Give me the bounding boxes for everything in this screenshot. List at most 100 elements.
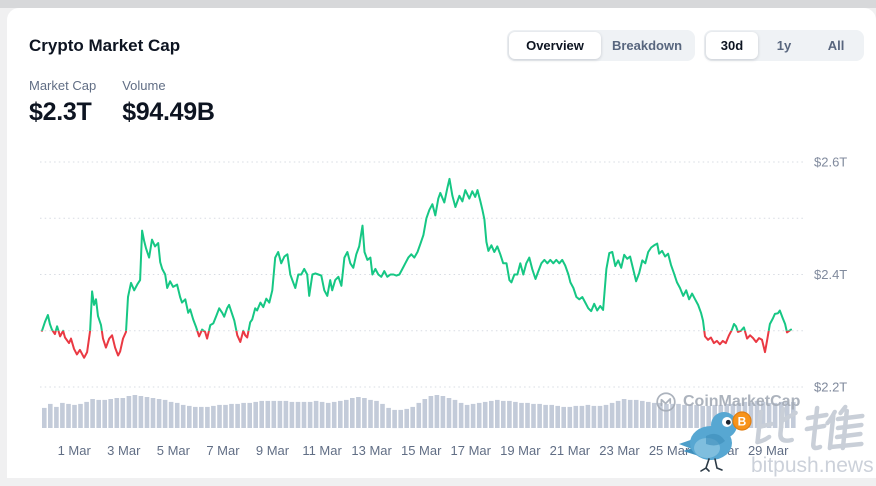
volume-bar xyxy=(603,404,609,428)
bitpush-bird-icon: B xyxy=(679,411,752,472)
volume-bar xyxy=(507,400,512,428)
volume-bar xyxy=(760,401,766,428)
x-axis-tick-label: 5 Mar xyxy=(157,443,191,458)
volume-bar xyxy=(96,399,101,428)
market-cap-value: $2.3T xyxy=(29,98,92,126)
volume-bar xyxy=(452,399,458,428)
volume-bar xyxy=(229,403,234,428)
volume-bar xyxy=(271,400,277,428)
volume-bar xyxy=(90,399,95,428)
range-1y-button[interactable]: 1y xyxy=(758,32,810,59)
x-axis-tick-label: 17 Mar xyxy=(451,443,492,458)
volume-bar xyxy=(386,407,391,428)
volume-bar xyxy=(470,403,476,428)
volume-bar xyxy=(609,402,615,428)
volume-bar xyxy=(772,402,778,428)
coinmarketcap-watermark: CoinMarketCap xyxy=(655,391,800,413)
volume-bar xyxy=(573,405,579,428)
market-cap-card: $2.6T $2.4T $2.2T 1 Mar 3 Mar 5 Mar 7 Mar 9 Mar… xyxy=(7,8,876,478)
volume-bar xyxy=(54,406,59,428)
volume-bar xyxy=(482,401,488,428)
bitpush-chinese-watermark xyxy=(755,404,865,451)
volume-bar xyxy=(84,401,89,428)
volume-bar xyxy=(289,401,295,428)
stats-block: Market Cap $2.3T Volume $94.49B xyxy=(29,78,215,127)
volume-bar xyxy=(150,398,156,428)
volume-bar xyxy=(193,406,198,428)
volume-bar xyxy=(670,403,675,428)
volume-bar xyxy=(368,399,373,428)
volume-bar xyxy=(458,402,464,428)
volume-bar xyxy=(283,400,289,428)
coinmarketcap-watermark-text: CoinMarketCap xyxy=(683,393,801,410)
volume-bar xyxy=(495,399,500,428)
volume-bar xyxy=(392,409,397,429)
x-axis-tick-label: 19 Mar xyxy=(500,443,541,458)
volume-bar xyxy=(241,402,246,428)
volume-bar xyxy=(537,403,542,428)
volume-bar xyxy=(102,399,107,428)
volume-bar xyxy=(591,405,597,428)
range-all-button[interactable]: All xyxy=(810,32,862,59)
x-axis-tick-label: 3 Mar xyxy=(107,443,141,458)
volume-bar xyxy=(682,404,687,428)
volume-bar xyxy=(440,396,446,428)
page-title: Crypto Market Cap xyxy=(29,36,181,55)
volume-bar xyxy=(174,402,180,428)
volume-bar xyxy=(374,400,379,428)
volume-bar xyxy=(78,403,83,428)
volume-bar xyxy=(748,402,754,428)
volume-bar xyxy=(211,405,216,428)
market-cap-chart[interactable]: $2.6T $2.4T $2.2T 1 Mar 3 Mar 5 Mar 7 Mar 9 Mar… xyxy=(7,8,876,486)
volume-bar xyxy=(446,398,452,428)
volume-bar xyxy=(627,399,633,428)
range-toggle: 30d 1y All xyxy=(704,30,864,61)
volume-bar xyxy=(168,401,174,428)
volume-bar xyxy=(428,396,434,428)
volume-bar xyxy=(295,401,301,428)
volume-bar xyxy=(531,403,536,428)
volume-bar xyxy=(567,406,573,428)
volume-bar xyxy=(380,403,385,428)
volume-bar xyxy=(561,406,566,428)
volume-bar xyxy=(265,400,271,428)
volume-bar xyxy=(410,406,415,428)
volume-bar xyxy=(132,395,138,428)
x-axis-tick-label: 11 Mar xyxy=(302,443,342,458)
volume-bar xyxy=(615,400,621,428)
x-axis-tick-label: 13 Mar xyxy=(351,443,392,458)
y-axis-tick-label: $2.2T xyxy=(814,380,847,395)
volume-bar xyxy=(664,403,669,428)
x-axis-tick-label: 15 Mar xyxy=(401,443,442,458)
coinmarketcap-logo-icon xyxy=(656,392,676,412)
volume-bar xyxy=(356,397,361,428)
range-30d-button[interactable]: 30d xyxy=(706,32,758,59)
volume-bar xyxy=(277,400,283,428)
volume-bar xyxy=(60,402,65,428)
volume-bar xyxy=(259,400,264,428)
volume-bar xyxy=(144,397,150,428)
volume-bar xyxy=(464,404,470,428)
volume-bar xyxy=(513,401,518,428)
volume-bar xyxy=(549,404,554,428)
tab-overview[interactable]: Overview xyxy=(509,32,601,59)
volume-bar xyxy=(199,406,204,428)
volume-bar xyxy=(187,405,192,428)
volume-bar xyxy=(784,401,790,428)
volume-bar xyxy=(72,404,77,428)
page-background-strip xyxy=(0,0,876,8)
volume-bar xyxy=(253,401,258,428)
market-cap-line-above-baseline xyxy=(41,177,792,331)
volume-bar xyxy=(247,402,252,428)
x-axis-tick-label: 9 Mar xyxy=(256,443,290,458)
volume-value: $94.49B xyxy=(122,98,215,126)
volume-bar xyxy=(688,404,693,428)
volume-bar xyxy=(694,404,699,428)
volume-bar xyxy=(525,402,530,428)
volume-bar xyxy=(658,402,663,428)
volume-bar xyxy=(114,398,120,428)
volume-bar xyxy=(434,395,440,428)
volume-bar xyxy=(307,401,313,428)
volume-bar xyxy=(156,399,162,428)
tab-breakdown[interactable]: Breakdown xyxy=(601,32,693,59)
